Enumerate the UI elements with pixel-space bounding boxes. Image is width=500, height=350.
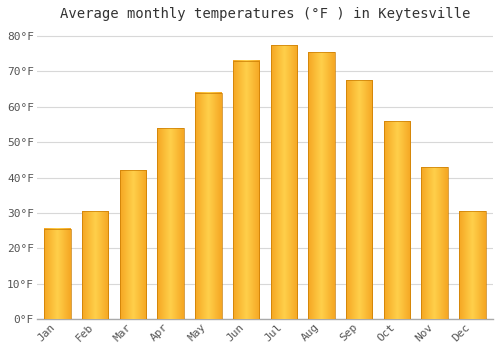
Title: Average monthly temperatures (°F ) in Keytesville: Average monthly temperatures (°F ) in Ke… — [60, 7, 470, 21]
